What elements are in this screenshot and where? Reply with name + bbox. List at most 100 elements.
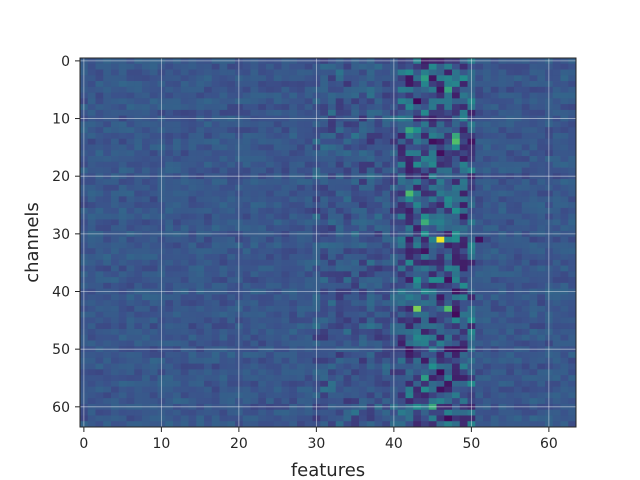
heatmap-cell [188, 277, 197, 284]
heatmap-cell [405, 127, 414, 134]
heatmap-cell [444, 328, 453, 336]
heatmap-cell [289, 259, 298, 266]
heatmap-cell [452, 196, 461, 203]
heatmap-cell [180, 196, 189, 203]
heatmap-cell [273, 109, 282, 117]
heatmap-cell [188, 104, 197, 111]
heatmap-cell [382, 179, 391, 186]
heatmap-cell [211, 132, 220, 140]
heatmap-cell [366, 219, 375, 226]
heatmap-cell [335, 236, 344, 243]
heatmap-cell [374, 138, 383, 145]
heatmap-cell [142, 161, 151, 168]
heatmap-cell [335, 265, 344, 272]
heatmap-cell [180, 392, 189, 399]
heatmap-cell [328, 92, 337, 99]
heatmap-cell [444, 236, 453, 243]
heatmap-cell [219, 190, 228, 197]
heatmap-cell [188, 138, 197, 145]
heatmap-cell [328, 86, 337, 93]
heatmap-cell [374, 415, 383, 422]
heatmap-cell [498, 398, 507, 405]
heatmap-cell [242, 334, 251, 341]
heatmap-cell [483, 277, 492, 284]
heatmap-cell [142, 184, 151, 192]
heatmap-cell [173, 138, 182, 145]
heatmap-cell [95, 369, 104, 376]
heatmap-cell [118, 144, 127, 151]
heatmap-cell [149, 398, 158, 405]
heatmap-cell [568, 196, 577, 203]
heatmap-cell [405, 282, 414, 290]
heatmap-cell [250, 69, 259, 76]
heatmap-cell [459, 254, 468, 261]
heatmap-cell [374, 271, 383, 278]
heatmap-cell [421, 98, 430, 105]
heatmap-cell [560, 386, 569, 393]
heatmap-cell [483, 265, 492, 272]
heatmap-cell [103, 323, 112, 330]
heatmap-cell [227, 236, 236, 243]
heatmap-cell [428, 380, 437, 388]
heatmap-cell [413, 334, 422, 341]
heatmap-cell [421, 271, 430, 278]
heatmap-cell [397, 150, 406, 157]
heatmap-cell [273, 144, 282, 151]
heatmap-cell [343, 369, 352, 376]
heatmap-cell [320, 156, 329, 163]
heatmap-cell [211, 380, 220, 388]
heatmap-cell [103, 386, 112, 393]
heatmap-cell [552, 392, 561, 399]
heatmap-cell [328, 98, 337, 105]
heatmap-cell [111, 63, 120, 70]
heatmap-cell [328, 369, 337, 376]
heatmap-cell [165, 259, 174, 266]
heatmap-cell [266, 392, 275, 399]
heatmap-cell [521, 265, 530, 272]
heatmap-cell [118, 363, 127, 370]
heatmap-cell [428, 421, 437, 428]
heatmap-cell [320, 190, 329, 197]
heatmap-cell [87, 81, 96, 88]
heatmap-cell [103, 242, 112, 249]
heatmap-cell [436, 127, 445, 134]
heatmap-cell [498, 386, 507, 393]
heatmap-cell [405, 340, 414, 347]
heatmap-cell [219, 386, 228, 393]
heatmap-cell [111, 334, 120, 341]
heatmap-cell [196, 184, 205, 192]
heatmap-cell [242, 254, 251, 261]
heatmap-cell [188, 63, 197, 70]
heatmap-cell [514, 317, 523, 324]
heatmap-cell [568, 409, 577, 416]
heatmap-cell [413, 92, 422, 99]
heatmap-cell [227, 196, 236, 203]
heatmap-cell [118, 357, 127, 364]
heatmap-cell [428, 282, 437, 290]
heatmap-cell [529, 248, 538, 255]
heatmap-cell [483, 305, 492, 313]
heatmap-cell [126, 323, 135, 330]
heatmap-cell [343, 184, 352, 192]
heatmap-cell [490, 259, 499, 266]
heatmap-cell [118, 328, 127, 336]
heatmap-cell [142, 271, 151, 278]
heatmap-cell [250, 357, 259, 364]
heatmap-cell [335, 81, 344, 88]
heatmap-cell [142, 150, 151, 157]
heatmap-cell [297, 421, 306, 428]
heatmap-cell [211, 294, 220, 301]
heatmap-cell [134, 334, 143, 341]
heatmap-cell [568, 254, 577, 261]
heatmap-cell [359, 363, 368, 370]
heatmap-cell [514, 323, 523, 330]
heatmap-cell [111, 121, 120, 128]
heatmap-cell [304, 248, 313, 255]
heatmap-cell [428, 334, 437, 341]
heatmap-cell [95, 63, 104, 70]
heatmap-cell [521, 184, 530, 192]
heatmap-cell [219, 225, 228, 232]
heatmap-cell [266, 421, 275, 428]
heatmap-cell [258, 86, 267, 93]
heatmap-cell [351, 305, 360, 313]
